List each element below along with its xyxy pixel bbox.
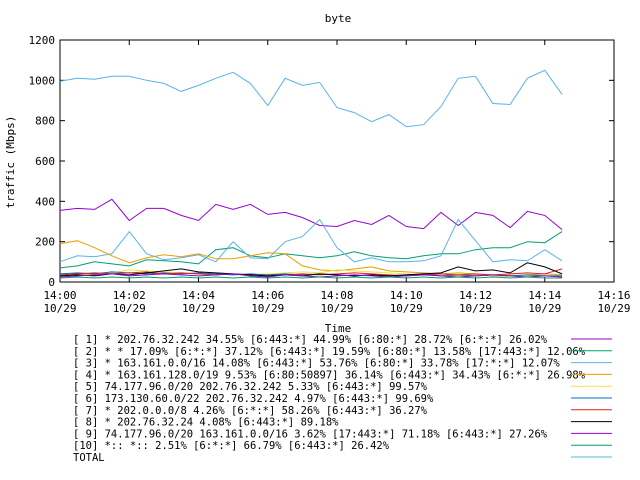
legend-label-11: TOTAL	[73, 452, 105, 464]
y-axis-label: traffic (Mbps)	[4, 116, 17, 209]
series-line-1	[59, 198, 563, 230]
legend-label-10: [10] *:: *:: 2.51% [6:*:*] 66.79% [6:443…	[73, 440, 390, 452]
chart-title: byte	[325, 12, 352, 25]
x-tick-label: 14:02	[113, 289, 146, 302]
x-tick-date: 10/29	[597, 302, 630, 315]
x-tick-date: 10/29	[459, 302, 492, 315]
x-tick-date: 10/29	[320, 302, 353, 315]
series-line-3	[59, 218, 563, 263]
x-tick-date: 10/29	[528, 302, 561, 315]
x-tick-label: 14:06	[251, 289, 284, 302]
legend-label-5: [ 5] 74.177.96.0/20 202.76.32.242 5.33% …	[73, 381, 428, 393]
y-tick-label: 600	[35, 155, 55, 168]
x-tick-label: 14:10	[390, 289, 423, 302]
series-line-11	[59, 69, 563, 128]
legend-label-7: [ 7] * 202.0.0.0/8 4.26% [6:*:*] 58.26% …	[73, 405, 428, 417]
series-line-8	[59, 262, 563, 277]
legend-label-9: [ 9] 74.177.96.0/20 163.161.0.0/16 3.62%…	[73, 428, 548, 440]
x-tick-label: 14:08	[320, 289, 353, 302]
x-tick-label: 14:14	[528, 289, 561, 302]
series-line-10	[59, 276, 563, 279]
legend-label-8: [ 8] * 202.76.32.24 4.08% [6:443:*] 89.1…	[73, 417, 339, 429]
legend-label-3: [ 3] * 163.161.0.0/16 14.08% [6:443:*] 5…	[73, 358, 560, 370]
x-axis-label: Time	[325, 322, 352, 335]
y-tick-label: 200	[35, 236, 55, 249]
x-tick-date: 10/29	[182, 302, 215, 315]
y-tick-label: 800	[35, 115, 55, 128]
x-tick-label: 14:04	[182, 289, 215, 302]
y-tick-label: 1000	[29, 74, 56, 87]
x-tick-date: 10/29	[251, 302, 284, 315]
y-tick-label: 0	[48, 276, 55, 289]
series-line-5	[59, 269, 563, 278]
x-tick-date: 10/29	[43, 302, 76, 315]
x-tick-date: 10/29	[390, 302, 423, 315]
x-tick-date: 10/29	[113, 302, 146, 315]
legend-label-4: [ 4] * 163.161.128.0/19 9.53% [6:80:5089…	[73, 369, 586, 381]
legend-label-1: [ 1] * 202.76.32.242 34.55% [6:443:*] 44…	[73, 334, 548, 346]
series-line-2	[59, 231, 563, 269]
legend-label-6: [ 6] 173.130.60.0/22 202.76.32.242 4.97%…	[73, 393, 434, 405]
y-tick-label: 1200	[29, 34, 56, 47]
y-tick-label: 400	[35, 195, 55, 208]
x-tick-label: 14:12	[459, 289, 492, 302]
x-tick-label: 14:00	[43, 289, 76, 302]
legend-label-2: [ 2] * * 17.09% [6:*:*] 37.12% [6:443:*]…	[73, 346, 586, 358]
x-tick-label: 14:16	[597, 289, 630, 302]
series-line-9	[59, 273, 563, 278]
